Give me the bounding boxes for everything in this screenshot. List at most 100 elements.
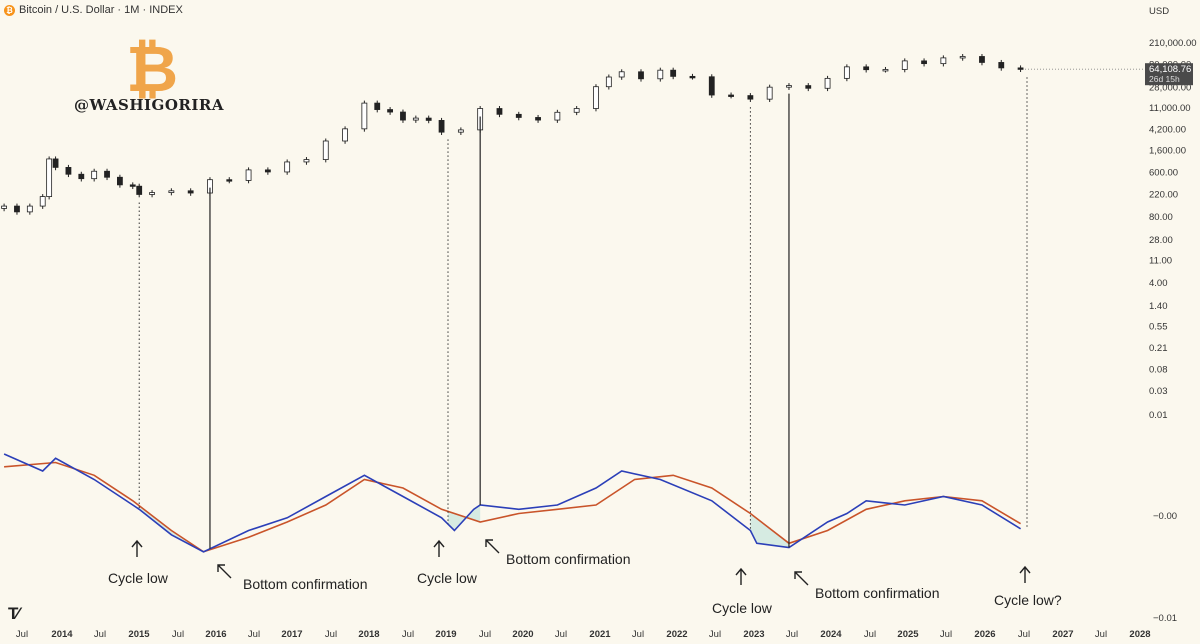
- candle-body: [46, 158, 53, 197]
- price-axis-tick: 0.01: [1149, 410, 1168, 421]
- candle-body: [39, 196, 46, 207]
- time-axis-label: 2023: [743, 629, 764, 640]
- price-axis-tick: 1.40: [1149, 301, 1168, 312]
- time-axis-label: 2022: [666, 629, 687, 640]
- candle-body: [361, 102, 368, 130]
- price-axis-tick: 0.21: [1149, 343, 1168, 354]
- osc-axis-tick: −0.00: [1153, 511, 1177, 522]
- time-axis-label: Jul: [172, 629, 184, 640]
- time-axis-label: Jul: [940, 629, 952, 640]
- candle-body: [805, 85, 812, 89]
- time-axis-label: Jul: [16, 629, 28, 640]
- candle-body: [438, 120, 445, 133]
- cycle-low-question-label: Cycle low?: [994, 592, 1062, 608]
- last-price-label: 64,108.76: [1149, 64, 1191, 75]
- candle-body: [400, 111, 406, 121]
- candle-body: [387, 109, 394, 113]
- candle-body: [91, 170, 98, 180]
- candle-body: [882, 69, 889, 72]
- candle-body: [457, 129, 464, 133]
- candle-body: [670, 69, 677, 77]
- candle-body: [638, 71, 644, 80]
- candle-body: [843, 66, 850, 79]
- candle-body: [863, 66, 870, 71]
- time-axis-label: Jul: [325, 629, 337, 640]
- time-axis-label: 2018: [358, 629, 379, 640]
- last-price-tag: [1145, 63, 1193, 86]
- price-axis-tick: 210,000.00: [1149, 38, 1197, 49]
- symbol-title[interactable]: Bitcoin / U.S. Dollar · 1M · INDEX: [19, 4, 183, 16]
- candle-body: [149, 192, 155, 195]
- time-axis-label: Jul: [248, 629, 260, 640]
- bitcoin-logo: ₿: [126, 33, 179, 107]
- candle-body: [708, 76, 715, 96]
- cycle-shading: [139, 505, 210, 552]
- candle-body: [245, 169, 252, 181]
- candle-body: [284, 161, 291, 173]
- time-axis-label: Jul: [555, 629, 567, 640]
- cycle-low-label-1: Cycle low: [108, 570, 168, 586]
- candle-body: [786, 85, 792, 88]
- candle-body: [14, 205, 20, 213]
- time-axis-label: Jul: [402, 629, 414, 640]
- candle-body: [117, 176, 123, 186]
- fast-line: [3, 453, 1022, 553]
- price-axis-tick: 80.00: [1149, 212, 1173, 223]
- bottom-confirmation-label-2: Bottom confirmation: [506, 551, 631, 567]
- time-axis-label: 2017: [281, 629, 302, 640]
- candle-body: [766, 86, 773, 100]
- arrow-up: [433, 539, 445, 557]
- time-axis-label: Jul: [709, 629, 721, 640]
- time-axis-label: 2014: [51, 629, 73, 640]
- candle-body: [104, 170, 110, 178]
- bottom-confirmation-label-1: Bottom confirmation: [243, 576, 368, 592]
- candle-body: [52, 158, 59, 168]
- candle-body: [1, 205, 7, 209]
- time-axis-label: 2026: [974, 629, 995, 640]
- time-axis-label: 2020: [512, 629, 533, 640]
- candle-body: [515, 113, 522, 118]
- candle-body: [187, 190, 194, 194]
- cycle-low-label-2: Cycle low: [417, 570, 477, 586]
- countdown-label: 26d 15h: [1149, 74, 1180, 84]
- bitcoin-icon: ₿: [4, 4, 15, 16]
- chart-header: ₿ Bitcoin / U.S. Dollar · 1M · INDEX: [4, 4, 183, 16]
- time-axis-label: Jul: [94, 629, 106, 640]
- cycle-shading: [750, 513, 789, 548]
- time-axis-label: Jul: [1018, 629, 1030, 640]
- candle-body: [728, 94, 734, 97]
- time-axis-label: 2019: [435, 629, 456, 640]
- price-axis-tick: 0.55: [1149, 322, 1168, 333]
- candle-body: [303, 159, 310, 163]
- candle-body: [959, 56, 966, 59]
- author-handle: @WASHIGORIRA: [74, 96, 225, 114]
- price-axis-unit: USD: [1149, 6, 1169, 17]
- candle-body: [168, 190, 175, 193]
- candle-body: [979, 56, 985, 63]
- candle-body: [374, 102, 381, 110]
- time-axis-label: 2028: [1129, 629, 1150, 640]
- arrow-up: [131, 539, 143, 557]
- time-axis-label: Jul: [1095, 629, 1107, 640]
- time-axis-label: Jul: [786, 629, 798, 640]
- candle-body: [998, 62, 1005, 69]
- price-axis-tick: 220.00: [1149, 189, 1178, 200]
- bottom-confirmation-label-3: Bottom confirmation: [815, 585, 940, 601]
- price-axis-tick: 11.00: [1149, 256, 1172, 267]
- time-axis-label: 2027: [1052, 629, 1073, 640]
- candle-body: [264, 169, 271, 173]
- candle-body: [412, 117, 419, 121]
- time-axis-label: Jul: [632, 629, 644, 640]
- candle-body: [65, 166, 72, 175]
- candle-body: [1017, 67, 1024, 70]
- time-axis-label: 2024: [820, 629, 842, 640]
- candle-body: [593, 86, 599, 109]
- time-axis-label: Jul: [864, 629, 876, 640]
- price-axis-tick: 28,000.00: [1149, 82, 1191, 93]
- candle-body: [226, 179, 233, 182]
- price-axis-tick: 0.08: [1149, 364, 1168, 375]
- time-axis-label: 2016: [205, 629, 226, 640]
- candle-body: [921, 60, 927, 65]
